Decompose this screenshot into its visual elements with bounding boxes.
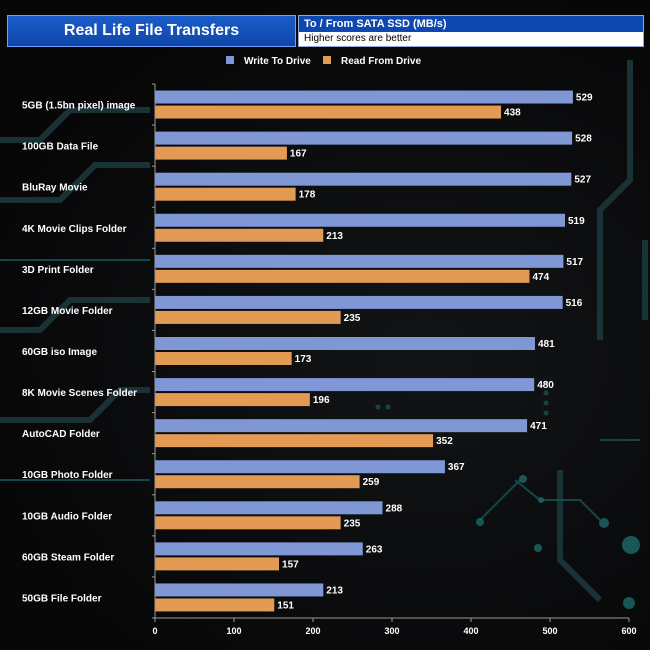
bar-read — [155, 352, 292, 365]
value-label: 481 — [538, 339, 555, 350]
value-label: 235 — [344, 518, 361, 529]
bar-read — [155, 310, 341, 324]
x-tick-label: 500 — [542, 626, 557, 636]
category-label: 10GB Photo Folder — [22, 470, 113, 481]
value-label: 474 — [532, 272, 549, 283]
bar-read — [155, 393, 310, 407]
value-label: 157 — [282, 559, 299, 570]
bar-write — [155, 337, 535, 350]
legend-label-0: Write To Drive — [244, 56, 311, 67]
value-label: 528 — [575, 134, 592, 145]
legend-swatch-0 — [226, 56, 234, 64]
value-label: 167 — [290, 149, 307, 160]
value-label: 263 — [366, 544, 383, 555]
bar-read — [155, 105, 502, 119]
category-label: 3D Print Folder — [22, 265, 94, 276]
value-label: 259 — [363, 477, 380, 488]
value-label: 235 — [344, 313, 361, 324]
x-tick-label: 0 — [152, 626, 157, 636]
bar-read — [155, 146, 287, 160]
category-label: 10GB Audio Folder — [22, 511, 112, 522]
value-label: 519 — [568, 216, 585, 227]
category-label: AutoCAD Folder — [22, 429, 100, 440]
bar-read — [155, 598, 275, 612]
legend-label-1: Read From Drive — [341, 56, 421, 67]
value-label: 438 — [504, 108, 521, 119]
value-label: 288 — [386, 503, 403, 514]
category-label: 12GB Movie Folder — [22, 306, 113, 317]
value-label: 517 — [566, 257, 583, 268]
subtitle-panel: To / From SATA SSD (MB/s) Higher scores … — [298, 15, 644, 47]
bar-write — [155, 90, 573, 104]
value-label: 151 — [277, 600, 294, 611]
chart-subtitle: To / From SATA SSD (MB/s) — [299, 16, 643, 32]
x-tick-label: 200 — [305, 626, 320, 636]
x-tick-label: 600 — [621, 626, 636, 636]
bar-read — [155, 475, 360, 489]
bar-read — [155, 516, 341, 530]
category-label: 60GB Steam Folder — [22, 552, 114, 563]
value-label: 471 — [530, 421, 547, 432]
bar-write — [155, 501, 383, 515]
x-tick-label: 400 — [463, 626, 478, 636]
bar-read — [155, 228, 324, 242]
value-label: 173 — [295, 354, 312, 365]
bar-write — [155, 583, 324, 597]
category-label: 8K Movie Scenes Folder — [22, 388, 137, 399]
bar-write — [155, 419, 528, 433]
category-label: 60GB iso Image — [22, 347, 97, 358]
value-label: 178 — [299, 190, 316, 201]
bar-write — [155, 378, 535, 392]
value-label: 527 — [574, 175, 591, 186]
category-label: BluRay Movie — [22, 183, 88, 194]
legend-swatch-1 — [323, 56, 331, 64]
bar-read — [155, 557, 280, 571]
bar-read — [155, 269, 530, 283]
bar-write — [155, 172, 572, 186]
bar-read — [155, 187, 296, 201]
bar-write — [155, 131, 573, 145]
value-label: 367 — [448, 462, 465, 473]
bar-write — [155, 460, 445, 474]
category-label: 5GB (1.5bn pixel) image — [22, 101, 136, 112]
value-label: 213 — [326, 231, 343, 242]
chart-note: Higher scores are better — [299, 32, 643, 46]
value-label: 480 — [537, 380, 554, 391]
bar-write — [155, 213, 566, 227]
category-label: 100GB Data File — [22, 142, 99, 153]
category-label: 50GB File Folder — [22, 593, 102, 604]
bar-read — [155, 434, 434, 448]
value-label: 352 — [436, 436, 453, 447]
value-label: 516 — [566, 298, 583, 309]
value-label: 213 — [326, 585, 343, 596]
bar-write — [155, 254, 564, 268]
bar-write — [155, 542, 363, 556]
x-tick-label: 300 — [384, 626, 399, 636]
value-label: 196 — [313, 395, 330, 406]
value-label: 529 — [576, 93, 593, 104]
category-label: 4K Movie Clips Folder — [22, 224, 127, 235]
chart-title: Real Life File Transfers — [63, 22, 240, 39]
title-banner: Real Life File Transfers — [7, 15, 296, 47]
bar-write — [155, 295, 563, 309]
x-tick-label: 100 — [226, 626, 241, 636]
